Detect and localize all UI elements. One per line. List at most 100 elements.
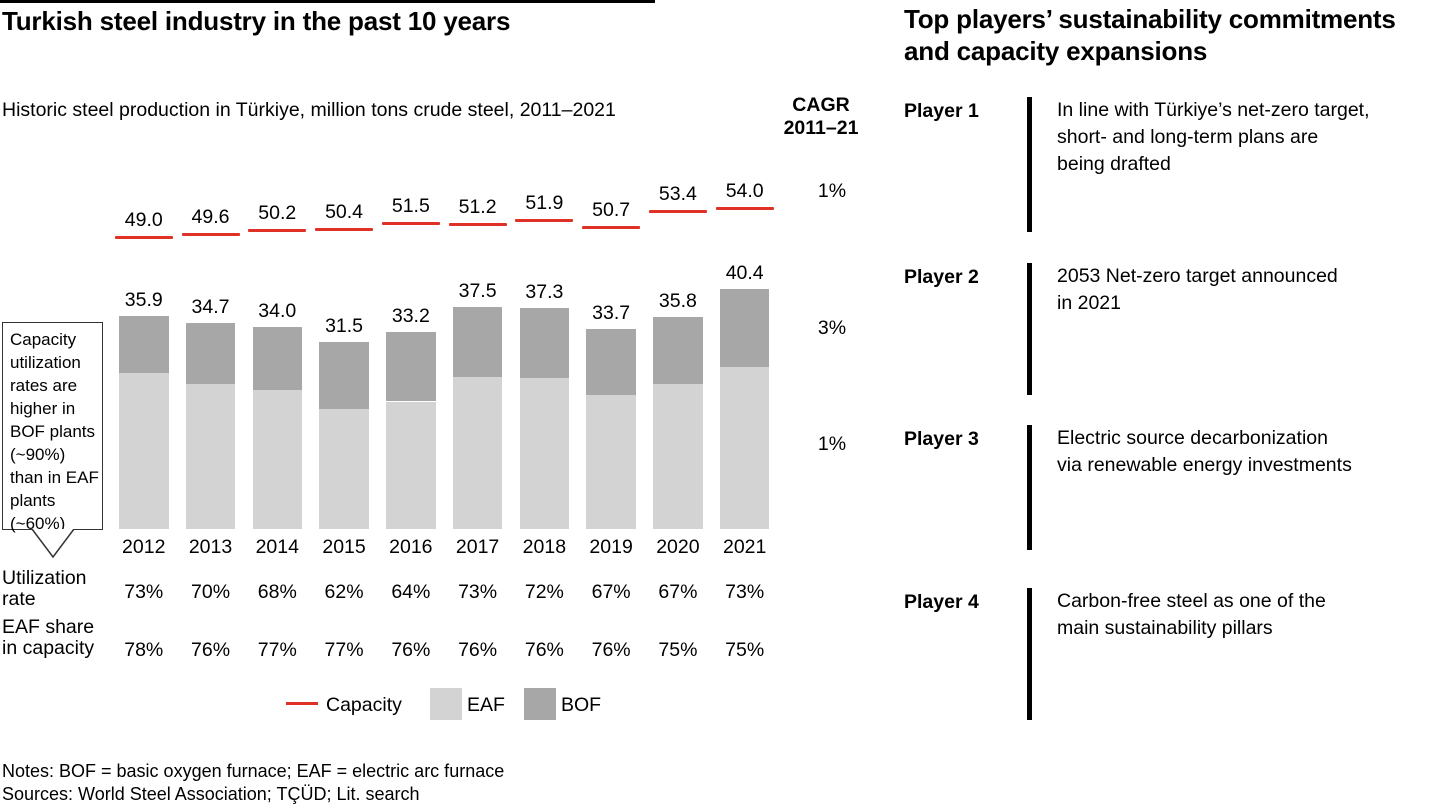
capacity-value-label: 49.0 (124, 209, 163, 232)
capacity-value-label: 50.7 (592, 199, 631, 222)
year-label: 2019 (589, 536, 633, 558)
stacked-bar-chart: 35.9 49.0 2012 73% 78% 34.7 49.6 2013 70% 76% 34.0… (0, 0, 774, 661)
capacity-value-label: 51.9 (525, 192, 564, 215)
x-axis-line (0, 0, 655, 3)
bof-segment (386, 332, 436, 402)
eaf-segment (185, 383, 236, 529)
utilization-value: 73% (124, 581, 164, 603)
year-label: 2018 (522, 536, 567, 558)
year-label: 2014 (255, 536, 299, 558)
player-label: Player 4 (904, 591, 979, 613)
bof-segment (185, 323, 236, 384)
bof-segment (519, 307, 570, 378)
total-value-label: 34.0 (258, 300, 297, 323)
total-value-label: 37.3 (525, 280, 564, 303)
eaf-share-value: 78% (124, 639, 164, 661)
year-label: 2015 (322, 536, 366, 558)
capacity-value-label: 51.2 (458, 196, 497, 219)
total-value-label: 34.7 (191, 296, 230, 319)
eaf-share-value: 76% (191, 639, 231, 661)
eaf-segment (719, 366, 770, 529)
player-divider-bar (1027, 425, 1032, 550)
player-commitment-text: In line with Türkiye’s net-zero target, … (1057, 99, 1370, 175)
eaf-segment (386, 401, 436, 529)
capacity-line-marker (715, 206, 774, 210)
eaf-segment (653, 383, 703, 529)
player-label: Player 2 (904, 266, 979, 288)
year-label: 2021 (722, 536, 767, 558)
player-divider-bar (1027, 97, 1032, 232)
capacity-value-label: 54.0 (725, 179, 764, 202)
utilization-value: 73% (458, 581, 498, 603)
capacity-value-label: 51.5 (391, 194, 430, 217)
player-divider-bar (1027, 263, 1032, 395)
legend-capacity-line-swatch (286, 702, 318, 705)
utilization-value: 64% (391, 581, 431, 603)
bof-segment (719, 289, 770, 367)
year-label: 2016 (389, 536, 433, 558)
year-label: 2017 (455, 536, 500, 558)
cagr-value-eaf: 1% (817, 433, 847, 455)
player-label: Player 3 (904, 428, 979, 450)
eaf-segment (452, 376, 503, 529)
capacity-value-label: 53.4 (658, 183, 697, 206)
eaf-share-value: 77% (324, 639, 364, 661)
bof-segment (119, 316, 169, 374)
capacity-line-marker (582, 226, 641, 230)
capacity-line-marker (515, 219, 574, 223)
chart-legend: Capacity EAF BOF (0, 686, 890, 722)
eaf-segment (586, 394, 636, 529)
total-value-label: 40.4 (725, 262, 764, 285)
capacity-line-marker (648, 210, 707, 214)
bof-segment (319, 342, 369, 410)
year-label: 2013 (188, 536, 233, 558)
capacity-line-marker (181, 232, 240, 236)
notes-line: Notes: BOF = basic oxygen furnace; EAF =… (2, 761, 505, 781)
legend-capacity-label: Capacity (326, 694, 402, 716)
player-commitment-text: Electric source decarbonization via rene… (1057, 427, 1352, 476)
cagr-value-capacity: 1% (817, 180, 847, 202)
total-value-label: 37.5 (458, 279, 497, 302)
eaf-share-value: 75% (658, 639, 698, 661)
bof-segment (653, 316, 703, 384)
eaf-segment (519, 377, 570, 529)
utilization-rate-row-label: Utilization rate (2, 567, 87, 610)
player-commitment-text: Carbon-free steel as one of the main sus… (1057, 590, 1326, 639)
footnotes: Notes: BOF = basic oxygen furnace; EAF =… (2, 760, 504, 806)
chart-subtitle: Historic steel production in Türkiye, mi… (2, 99, 616, 121)
eaf-share-row-label: EAF share in capacity (2, 616, 95, 659)
legend-bof-label: BOF (561, 694, 602, 716)
bof-segment (586, 329, 636, 395)
total-value-label: 33.2 (391, 305, 430, 328)
player-divider-bar (1027, 588, 1032, 720)
eaf-segment (119, 373, 169, 529)
callout-pointer-icon (31, 528, 75, 558)
total-value-label: 35.9 (124, 289, 163, 312)
bof-segment (452, 306, 503, 377)
player-commitment-text: 2053 Net-zero target announced in 2021 (1057, 265, 1338, 314)
bof-segment (252, 327, 303, 390)
right-panel-title: Top players’ sustainability commitments … (904, 4, 1396, 66)
total-value-label: 33.7 (592, 302, 631, 325)
capacity-value-label: 50.2 (258, 202, 297, 225)
page-title: Turkish steel industry in the past 10 ye… (2, 6, 511, 36)
year-label: 2012 (122, 536, 166, 558)
utilization-value: 67% (658, 581, 698, 603)
callout-box: Capacity utilization rates are higher in… (2, 322, 103, 533)
utilization-value: 67% (591, 581, 631, 603)
capacity-value-label: 49.6 (191, 205, 230, 228)
utilization-value: 68% (257, 581, 297, 603)
eaf-share-value: 76% (591, 639, 631, 661)
eaf-segment (252, 389, 303, 529)
utilization-value: 70% (191, 581, 231, 603)
total-value-label: 35.8 (658, 289, 697, 312)
legend-eaf-label: EAF (467, 694, 505, 716)
eaf-share-value: 75% (725, 639, 765, 661)
player-label: Player 1 (904, 100, 979, 122)
eaf-share-value: 76% (458, 639, 498, 661)
eaf-share-value: 76% (391, 639, 431, 661)
utilization-value: 72% (524, 581, 564, 603)
capacity-value-label: 50.4 (325, 201, 364, 224)
sources-line: Sources: World Steel Association; TÇÜD; … (2, 784, 420, 804)
